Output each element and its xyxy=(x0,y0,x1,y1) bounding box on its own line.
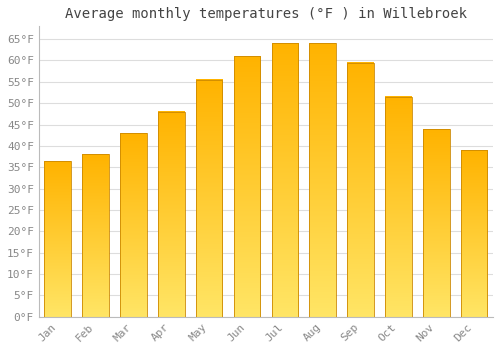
Bar xyxy=(348,63,374,317)
Bar xyxy=(82,154,109,317)
Bar xyxy=(385,97,411,317)
Bar xyxy=(461,150,487,317)
Bar xyxy=(120,133,146,317)
Title: Average monthly temperatures (°F ) in Willebroek: Average monthly temperatures (°F ) in Wi… xyxy=(65,7,467,21)
Bar xyxy=(196,80,222,317)
Bar xyxy=(158,112,184,317)
Bar xyxy=(272,43,298,317)
Bar xyxy=(423,129,450,317)
Bar xyxy=(44,161,71,317)
Bar xyxy=(234,56,260,317)
Bar xyxy=(310,43,336,317)
